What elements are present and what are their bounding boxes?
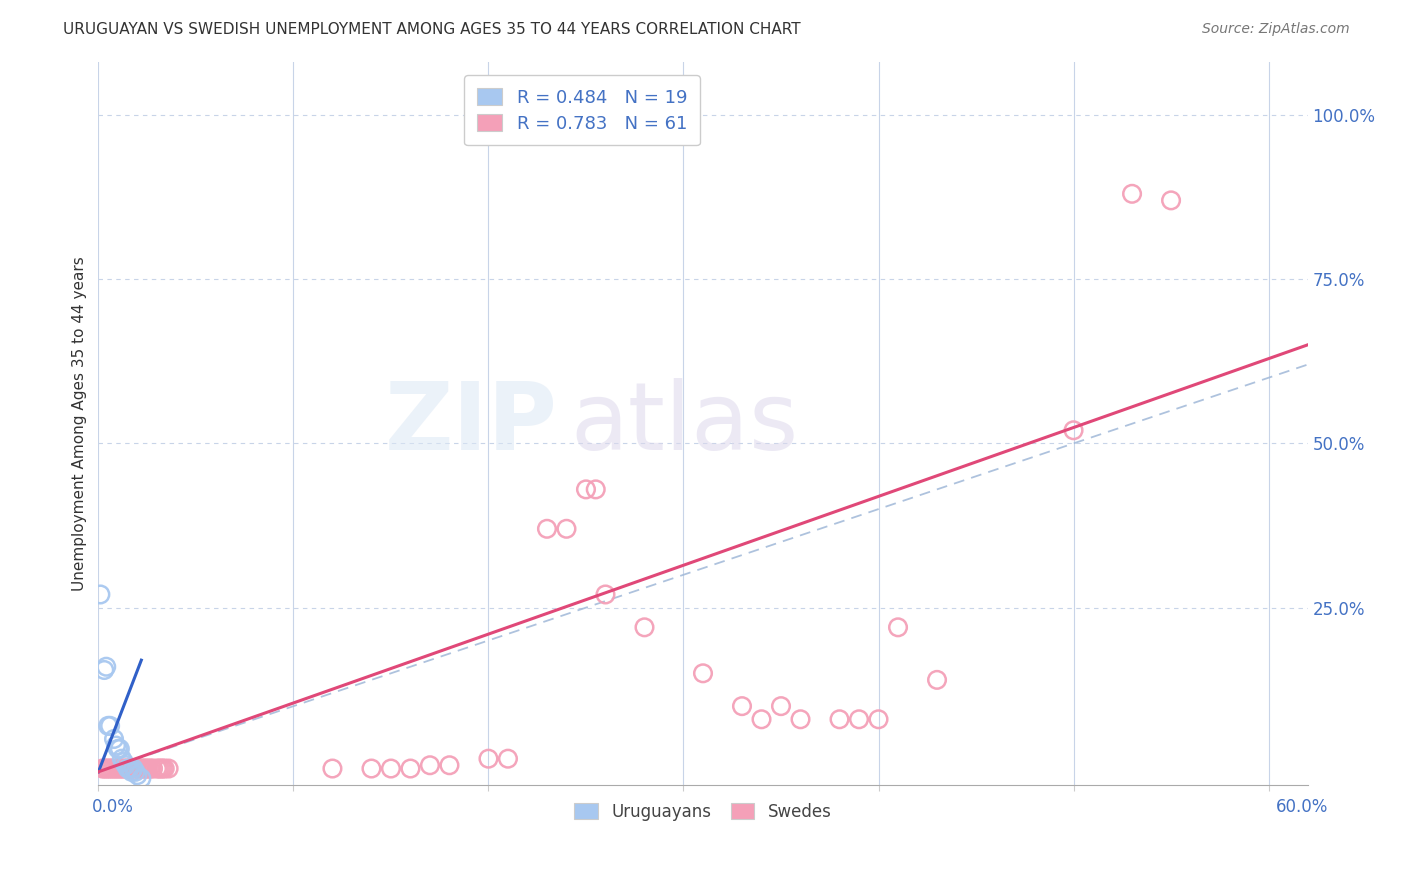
Point xyxy=(477,752,499,766)
Point xyxy=(131,762,153,776)
Point xyxy=(153,762,176,776)
Point xyxy=(98,762,121,776)
Point xyxy=(93,663,115,677)
Point xyxy=(132,762,155,776)
Point xyxy=(148,762,170,776)
Point xyxy=(104,762,127,776)
Point xyxy=(692,666,714,681)
Point xyxy=(1063,423,1085,437)
Point xyxy=(112,755,135,769)
Point xyxy=(118,762,141,776)
Point xyxy=(321,762,343,776)
Point xyxy=(536,522,558,536)
Point xyxy=(107,762,129,776)
Point xyxy=(496,752,519,766)
Point xyxy=(108,742,131,756)
Point xyxy=(848,712,870,726)
Point xyxy=(89,587,111,601)
Point xyxy=(828,712,851,726)
Point xyxy=(595,587,617,601)
Point xyxy=(112,762,135,776)
Point xyxy=(152,762,174,776)
Point xyxy=(124,762,146,776)
Point xyxy=(97,762,120,776)
Point xyxy=(139,762,162,776)
Point xyxy=(887,620,910,634)
Point xyxy=(925,673,948,687)
Point xyxy=(769,699,792,714)
Point xyxy=(114,762,136,776)
Point xyxy=(93,762,115,776)
Point xyxy=(575,483,598,497)
Point xyxy=(121,762,143,776)
Point xyxy=(360,762,382,776)
Point xyxy=(124,764,146,779)
Y-axis label: Unemployment Among Ages 35 to 44 years: Unemployment Among Ages 35 to 44 years xyxy=(72,256,87,591)
Point xyxy=(108,762,131,776)
Point xyxy=(121,764,143,779)
Point xyxy=(751,712,773,726)
Point xyxy=(97,719,120,733)
Point xyxy=(101,762,124,776)
Point xyxy=(146,762,169,776)
Point xyxy=(98,719,121,733)
Point xyxy=(96,762,118,776)
Point xyxy=(789,712,811,726)
Point xyxy=(1160,194,1182,208)
Point xyxy=(91,762,114,776)
Point xyxy=(138,762,160,776)
Text: Source: ZipAtlas.com: Source: ZipAtlas.com xyxy=(1202,22,1350,37)
Point xyxy=(103,731,125,746)
Text: ZIP: ZIP xyxy=(385,377,558,470)
Point xyxy=(128,762,150,776)
Point xyxy=(868,712,890,726)
Point xyxy=(103,762,125,776)
Point xyxy=(633,620,655,634)
Point xyxy=(111,762,134,776)
Text: URUGUAYAN VS SWEDISH UNEMPLOYMENT AMONG AGES 35 TO 44 YEARS CORRELATION CHART: URUGUAYAN VS SWEDISH UNEMPLOYMENT AMONG … xyxy=(63,22,801,37)
Text: 0.0%: 0.0% xyxy=(91,798,134,816)
Text: atlas: atlas xyxy=(569,377,799,470)
Point xyxy=(419,758,441,772)
Point xyxy=(399,762,422,776)
Point xyxy=(118,762,141,776)
Point xyxy=(127,762,149,776)
Point xyxy=(439,758,461,772)
Text: 60.0%: 60.0% xyxy=(1277,798,1329,816)
Point xyxy=(131,772,153,786)
Point xyxy=(142,762,165,776)
Point xyxy=(157,762,180,776)
Point xyxy=(149,762,172,776)
Point xyxy=(117,762,139,776)
Point xyxy=(127,768,149,782)
Point xyxy=(122,762,145,776)
Point xyxy=(104,739,127,753)
Point xyxy=(134,762,156,776)
Point xyxy=(107,742,129,756)
Point xyxy=(117,762,139,776)
Point xyxy=(555,522,578,536)
Point xyxy=(1121,186,1143,201)
Point xyxy=(585,483,607,497)
Point xyxy=(136,762,159,776)
Point xyxy=(114,758,136,772)
Point xyxy=(122,762,145,776)
Point xyxy=(96,659,118,673)
Point xyxy=(731,699,754,714)
Point xyxy=(380,762,402,776)
Legend: Uruguayans, Swedes: Uruguayans, Swedes xyxy=(568,796,838,827)
Point xyxy=(111,752,134,766)
